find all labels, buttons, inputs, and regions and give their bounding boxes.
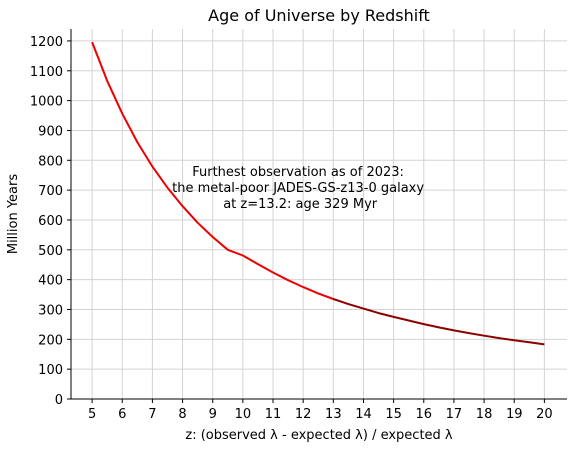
- y-tick-label: 700: [38, 184, 63, 199]
- x-tick-label: 14: [355, 407, 372, 422]
- x-tick-label: 9: [209, 407, 217, 422]
- x-tick-label: 19: [506, 407, 523, 422]
- x-tick-label: 5: [88, 407, 96, 422]
- x-tick-label: 10: [235, 407, 252, 422]
- y-tick-label: 1100: [30, 65, 63, 80]
- axes: [70, 29, 567, 400]
- y-axis-label: Million Years: [6, 174, 21, 255]
- series-lines: [91, 41, 545, 346]
- y-tick-label: 900: [38, 124, 63, 139]
- y-tick-label: 500: [38, 244, 63, 259]
- x-tick-label: 11: [265, 407, 282, 422]
- annotation-line: the metal-poor JADES-GS-z13-0 galaxy: [172, 181, 424, 196]
- x-ticks: 5 6 7 8 9 10 11 12 13 14 15 16 17 18 19 20: [88, 399, 553, 422]
- annotation-text: Furthest observation as of 2023: the met…: [172, 165, 428, 212]
- annotation-line: at z=13.2: age 329 Myr: [223, 197, 378, 212]
- x-tick-label: 8: [178, 407, 186, 422]
- y-tick-label: 100: [38, 363, 63, 378]
- x-axis-label: z: (observed λ - expected λ) / expected …: [185, 428, 453, 443]
- chart-title: Age of Universe by Redshift: [208, 6, 430, 25]
- y-tick-label: 200: [38, 333, 63, 348]
- annotation-line: Furthest observation as of 2023:: [192, 165, 404, 180]
- y-tick-label: 400: [38, 274, 63, 289]
- x-tick-label: 13: [325, 407, 342, 422]
- grid: [71, 29, 567, 400]
- y-tick-label: 300: [38, 303, 63, 318]
- x-tick-label: 12: [295, 407, 312, 422]
- y-tick-label: 0: [55, 393, 63, 408]
- y-tick-label: 1000: [30, 95, 63, 110]
- x-tick-label: 6: [118, 407, 126, 422]
- x-tick-label: 16: [416, 407, 433, 422]
- y-tick-label: 800: [38, 154, 63, 169]
- x-tick-label: 15: [385, 407, 402, 422]
- x-tick-label: 20: [536, 407, 553, 422]
- x-tick-label: 18: [476, 407, 493, 422]
- y-tick-label: 600: [38, 214, 63, 229]
- series-line-2: [332, 298, 545, 346]
- series-line-1: [91, 41, 334, 300]
- x-tick-label: 17: [446, 407, 463, 422]
- y-ticks: 0 100 200 300 400 500 600 700 800 900 1000 1100 1200: [30, 35, 71, 408]
- x-tick-label: 7: [148, 407, 156, 422]
- y-tick-label: 1200: [30, 35, 63, 50]
